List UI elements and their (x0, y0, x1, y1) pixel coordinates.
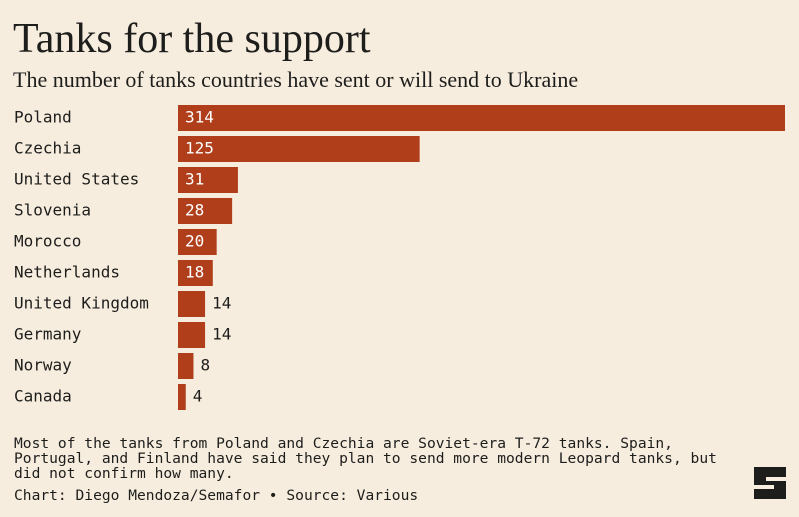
value-label: 125 (185, 139, 214, 158)
chart-subtitle: The number of tanks countries have sent … (13, 67, 578, 92)
category-label: United States (14, 170, 139, 189)
category-label: Poland (14, 108, 72, 127)
category-label: Morocco (14, 232, 81, 251)
category-label: United Kingdom (14, 294, 149, 313)
value-label: 8 (200, 356, 210, 375)
value-label: 31 (185, 170, 204, 189)
bar (178, 353, 194, 379)
bar (178, 167, 238, 193)
category-label: Czechia (14, 139, 81, 158)
value-label: 18 (185, 263, 204, 282)
logo (754, 467, 786, 499)
value-label: 28 (185, 201, 204, 220)
bar (178, 291, 206, 317)
bar (178, 322, 206, 348)
value-label: 14 (212, 294, 231, 313)
value-label: 4 (193, 387, 203, 406)
chart-title: Tanks for the support (13, 16, 371, 62)
bar (178, 260, 213, 286)
bar (178, 136, 420, 162)
chart-note: Most of the tanks from Poland and Czechi… (14, 435, 717, 482)
value-label: 14 (212, 325, 231, 344)
category-label: Norway (14, 356, 72, 375)
bar (178, 384, 186, 410)
category-label: Germany (14, 325, 82, 344)
category-label: Canada (14, 387, 72, 406)
value-label: 314 (185, 108, 214, 127)
bar (178, 105, 785, 131)
bar (178, 229, 217, 255)
bar (178, 198, 233, 224)
category-label: Netherlands (14, 263, 120, 282)
value-label: 20 (185, 232, 204, 251)
chart-credit: Chart: Diego Mendoza/Semafor • Source: V… (14, 487, 419, 504)
category-label: Slovenia (14, 201, 91, 220)
